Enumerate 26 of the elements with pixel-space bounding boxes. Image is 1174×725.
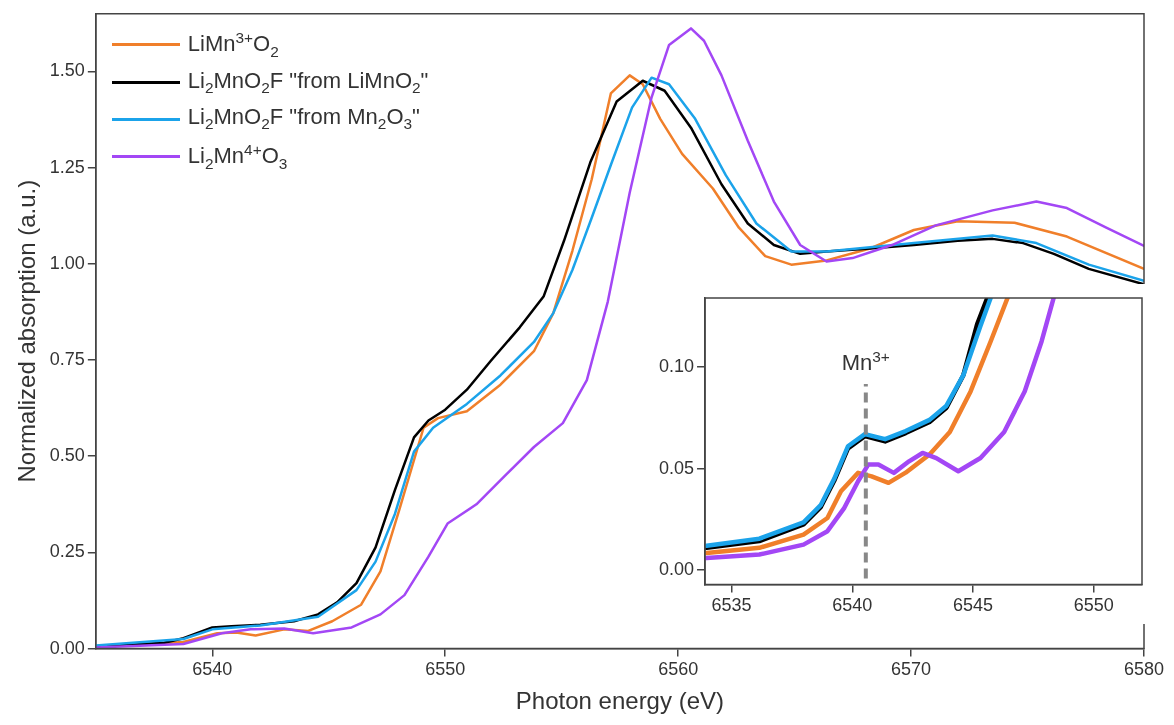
legend-label: Li$_{2}$MnO$_{2}$F "from LiMnO$_{2}$" — [187, 67, 429, 97]
text: Li$_{2}$MnO$_{2}$F "from Mn$_{2}$O$_{3}$" — [187, 104, 420, 133]
y-tick-label: 0.05 — [658, 457, 695, 478]
legend-label: LiMn$^{3+}$O$_{2}$ — [187, 28, 279, 60]
x-tick-label: 6535 — [711, 595, 752, 616]
y-tick-label: 0.10 — [658, 356, 695, 377]
x-tick-label: 6580 — [1123, 659, 1165, 680]
x-tick-label: 6550 — [425, 659, 466, 680]
legend-label: Li$_{2}$Mn$^{4+}$O$_{3}$ — [187, 140, 288, 172]
y-tick-label: 1.50 — [49, 60, 85, 81]
x-tick-label: 6540 — [832, 595, 873, 616]
y-tick-label: 1.25 — [49, 156, 85, 177]
y-tick-label: 0.50 — [49, 445, 85, 466]
y-tick-label: 1.00 — [49, 252, 85, 273]
x-tick-label: 6570 — [891, 659, 932, 680]
y-tick-label: 0.00 — [49, 637, 85, 658]
x-tick-label: 6560 — [658, 659, 699, 680]
y-tick-label: 0.25 — [49, 541, 85, 562]
ref-line-label: Mn$^{3+}$ — [841, 347, 890, 376]
x-tick-label: 6545 — [952, 595, 994, 616]
x-tick-label: 6540 — [192, 659, 233, 680]
x-axis-title: Photon energy (eV) — [515, 687, 724, 715]
x-tick-label: 6550 — [1073, 595, 1114, 616]
y-axis-title: Normalized absorption (a.u.) — [13, 179, 41, 483]
y-tick-label: 0.75 — [49, 349, 85, 370]
y-tick-label: 0.00 — [658, 559, 695, 580]
